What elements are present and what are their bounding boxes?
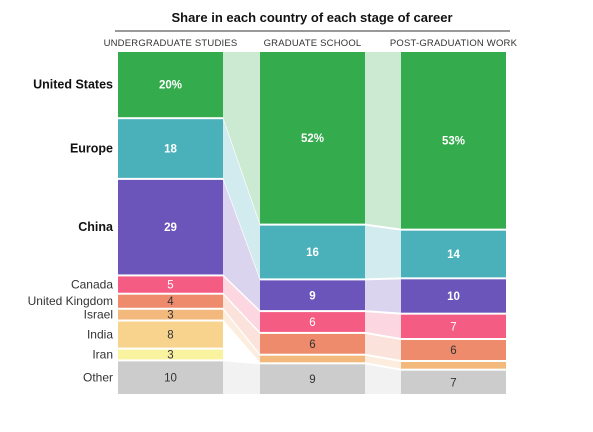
- bar-segment-united-kingdom: [401, 340, 506, 360]
- bar-segment-china: [260, 280, 365, 311]
- row-label-europe: Europe: [70, 142, 113, 156]
- value-label: 7: [450, 377, 456, 389]
- flow-band-united-kingdom: [223, 294, 260, 354]
- row-label-united-states: United States: [33, 78, 113, 92]
- flow-band-united-kingdom: [365, 333, 401, 360]
- value-label: 9: [309, 374, 315, 386]
- value-label: 5: [167, 280, 173, 292]
- bar-segment-china: [401, 279, 506, 313]
- bar-segment-united-states: [401, 52, 506, 229]
- bar-segment-other: [401, 370, 506, 394]
- flow-band-other: [223, 361, 260, 394]
- value-label: 53%: [442, 135, 465, 147]
- bar-segment-iran: [118, 349, 223, 360]
- row-label-united-kingdom: United Kingdom: [28, 294, 113, 308]
- value-label: 20%: [159, 80, 182, 92]
- value-label: 9: [309, 290, 315, 302]
- bar-segment-united-states: [118, 52, 223, 118]
- value-label: 8: [167, 330, 173, 342]
- row-label-canada: Canada: [71, 278, 113, 292]
- bar-segment-united-states: [260, 52, 365, 224]
- value-label: 29: [164, 222, 177, 234]
- bar-segment-other: [260, 364, 365, 394]
- bar-segment-canada: [401, 314, 506, 338]
- flow-band-israel: [365, 355, 401, 369]
- bar-segment-india: [118, 321, 223, 348]
- flow-band-united-states: [365, 52, 401, 229]
- chart-title: Share in each country of each stage of c…: [171, 10, 452, 25]
- value-label: 6: [450, 345, 456, 357]
- row-label-india: India: [87, 328, 113, 342]
- value-label: 10: [164, 373, 177, 385]
- bar-segment-israel: [260, 355, 365, 363]
- column-header: POST-GRADUATION WORK: [390, 38, 518, 49]
- column-header: GRADUATE SCHOOL: [264, 38, 362, 49]
- value-label: 18: [164, 144, 177, 156]
- bar-segment-europe: [260, 225, 365, 279]
- flow-band-canada: [223, 276, 260, 332]
- column-header: UNDERGRADUATE STUDIES: [104, 38, 238, 49]
- bar-segment-united-kingdom: [118, 294, 223, 308]
- bar-segment-canada: [118, 276, 223, 293]
- flow-band-canada: [365, 312, 401, 338]
- flow-band-israel: [223, 309, 260, 363]
- row-label-israel: Israel: [84, 308, 113, 322]
- row-label-iran: Iran: [92, 348, 113, 362]
- bar-segment-other: [118, 361, 223, 394]
- flow-band-other: [365, 364, 401, 394]
- flow-band-china: [223, 179, 260, 311]
- bar-segment-israel: [401, 362, 506, 369]
- value-label: 52%: [301, 133, 324, 145]
- flow-band-europe: [223, 119, 260, 279]
- bar-segment-canada: [260, 312, 365, 332]
- value-label: 3: [167, 350, 173, 362]
- column-headers: UNDERGRADUATE STUDIES GRADUATE SCHOOL POST…: [104, 38, 518, 49]
- value-label: 14: [447, 249, 460, 261]
- row-label-other: Other: [83, 371, 113, 385]
- value-label: 7: [450, 321, 456, 333]
- flow-band-europe: [365, 225, 401, 279]
- value-label: 10: [447, 291, 460, 303]
- row-labels: United States Europe China Canada United Kin…: [28, 78, 114, 385]
- value-label: 3: [167, 310, 173, 322]
- bar-segment-israel: [118, 309, 223, 320]
- bar-segment-europe: [401, 230, 506, 278]
- value-label: 16: [306, 247, 319, 259]
- bar-segment-europe: [118, 119, 223, 178]
- stacked-columns: 20% 18 29 5 4 3 8 3 10 52% 16 9 6 6 9 53% 14 10 7 6 7: [118, 52, 506, 394]
- flow-band-china: [365, 279, 401, 313]
- flow-band-united-states: [223, 52, 260, 224]
- row-label-china: China: [78, 220, 114, 234]
- flow-bands: [223, 52, 401, 394]
- value-label: 4: [167, 296, 174, 308]
- bar-segment-china: [118, 179, 223, 275]
- bar-segment-united-kingdom: [260, 333, 365, 354]
- value-label: 6: [309, 339, 315, 351]
- value-label: 6: [309, 317, 315, 329]
